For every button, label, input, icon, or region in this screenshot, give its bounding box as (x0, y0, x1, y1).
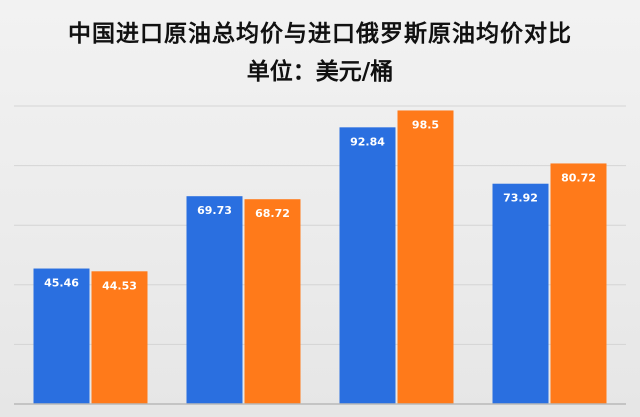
bar-series-1-cat-1 (33, 268, 90, 404)
bar-series-2-cat-4 (550, 163, 607, 404)
data-label: 98.5 (412, 118, 439, 131)
data-label: 73.92 (503, 192, 538, 205)
data-label: 92.84 (350, 135, 385, 148)
bar-series-2-cat-2 (244, 199, 301, 404)
bar-series-1-cat-4 (492, 183, 549, 404)
chart-subtitle: 单位：美元/桶 (246, 59, 394, 85)
bar-series-2-cat-1 (91, 271, 148, 404)
data-label: 69.73 (197, 204, 232, 217)
data-label: 45.46 (44, 277, 79, 290)
data-label: 44.53 (102, 279, 137, 292)
data-label: 68.72 (255, 207, 290, 220)
chart-title: 中国进口原油总均价与进口俄罗斯原油均价对比 (68, 21, 572, 47)
bars (33, 110, 607, 405)
data-label: 80.72 (561, 171, 596, 184)
bar-series-1-cat-2 (186, 196, 243, 404)
bar-series-1-cat-3 (339, 127, 396, 405)
value-labels: 45.46 44.53 69.73 68.72 92.84 98.5 73.92 80.72 (44, 118, 596, 292)
bar-series-2-cat-3 (397, 110, 454, 404)
